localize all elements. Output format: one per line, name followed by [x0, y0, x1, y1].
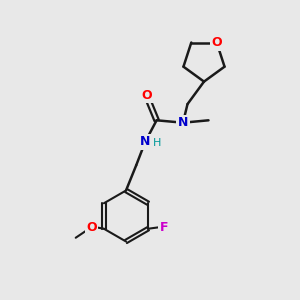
Text: O: O — [142, 89, 152, 102]
Text: N: N — [178, 116, 188, 129]
Text: F: F — [159, 221, 168, 234]
Text: H: H — [152, 138, 161, 148]
Text: N: N — [140, 135, 150, 148]
Text: O: O — [212, 36, 222, 49]
Text: O: O — [86, 221, 97, 234]
